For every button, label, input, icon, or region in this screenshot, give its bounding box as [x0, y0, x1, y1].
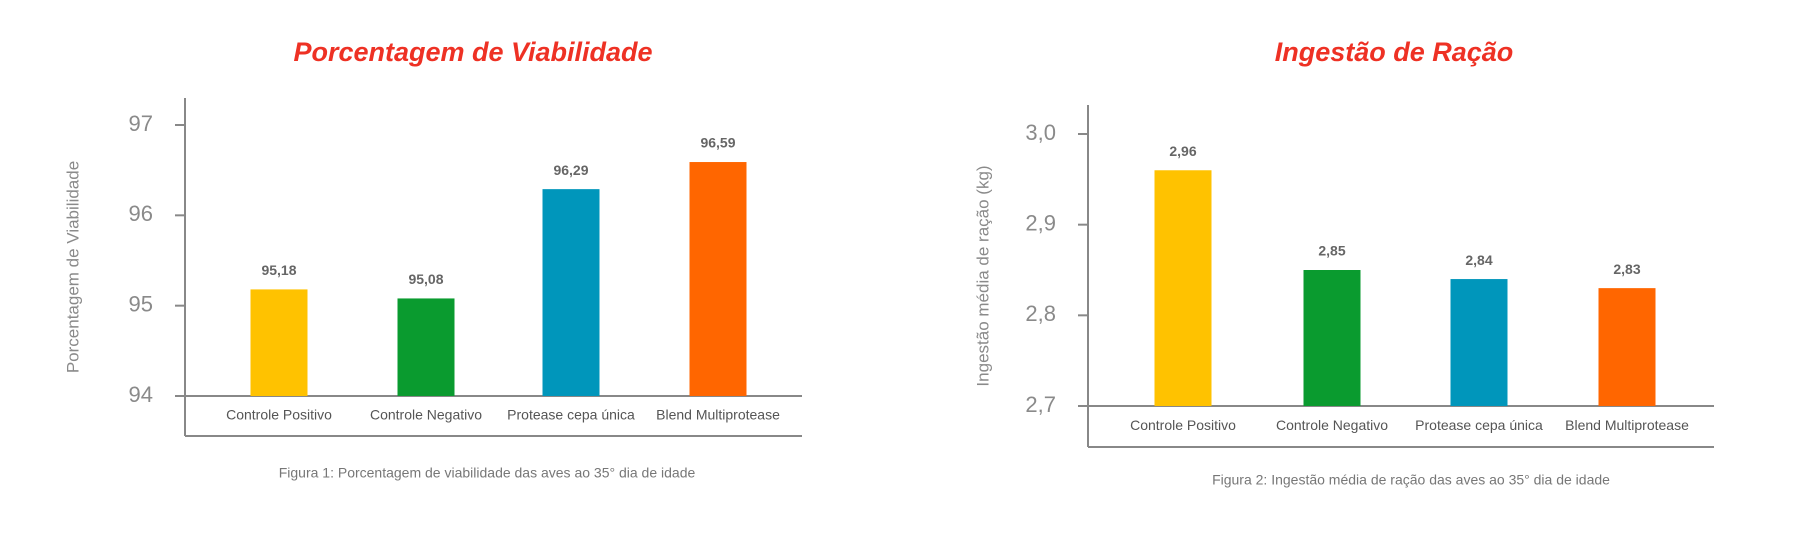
x-tick-label: Controle Positivo — [226, 407, 332, 423]
y-tick-label: 96 — [129, 201, 153, 226]
x-tick-label: Controle Positivo — [1130, 417, 1236, 433]
data-label: 2,83 — [1613, 261, 1640, 277]
bar — [1598, 288, 1656, 406]
chart-title: Ingestão de Ração — [1275, 37, 1514, 67]
bar — [1450, 279, 1508, 406]
y-tick-label: 97 — [129, 111, 153, 136]
y-axis-label: Ingestão média de ração (kg) — [973, 165, 992, 386]
data-label: 96,29 — [553, 162, 588, 178]
bar — [250, 289, 308, 396]
y-tick-label: 94 — [129, 382, 153, 407]
caption: Figura 2: Ingestão média de ração das av… — [1212, 472, 1610, 488]
x-tick-label: Protease cepa única — [507, 407, 635, 423]
data-label: 2,96 — [1169, 143, 1196, 159]
chart-title: Porcentagem de Viabilidade — [293, 37, 652, 67]
bar — [397, 298, 455, 396]
data-label: 96,59 — [700, 135, 735, 151]
bar — [1154, 170, 1212, 406]
x-tick-label: Protease cepa única — [1415, 417, 1543, 433]
data-label: 95,18 — [261, 262, 296, 278]
x-tick-label: Blend Multiprotease — [656, 407, 780, 423]
y-tick-label: 2,7 — [1025, 392, 1056, 417]
data-label: 2,84 — [1465, 252, 1492, 268]
y-tick-label: 2,9 — [1025, 210, 1056, 235]
data-label: 95,08 — [408, 271, 443, 287]
bar — [689, 162, 747, 396]
y-tick-label: 95 — [129, 291, 153, 316]
x-tick-label: Blend Multiprotease — [1565, 417, 1689, 433]
bar — [542, 189, 600, 396]
y-axis-label: Porcentagem de Viabilidade — [63, 161, 82, 373]
bar — [1303, 270, 1361, 406]
x-tick-label: Controle Negativo — [370, 407, 482, 423]
data-label: 2,85 — [1318, 243, 1345, 259]
caption: Figura 1: Porcentagem de viabilidade das… — [279, 465, 696, 481]
x-tick-label: Controle Negativo — [1276, 417, 1388, 433]
y-tick-label: 3,0 — [1025, 120, 1056, 145]
y-tick-label: 2,8 — [1025, 301, 1056, 326]
